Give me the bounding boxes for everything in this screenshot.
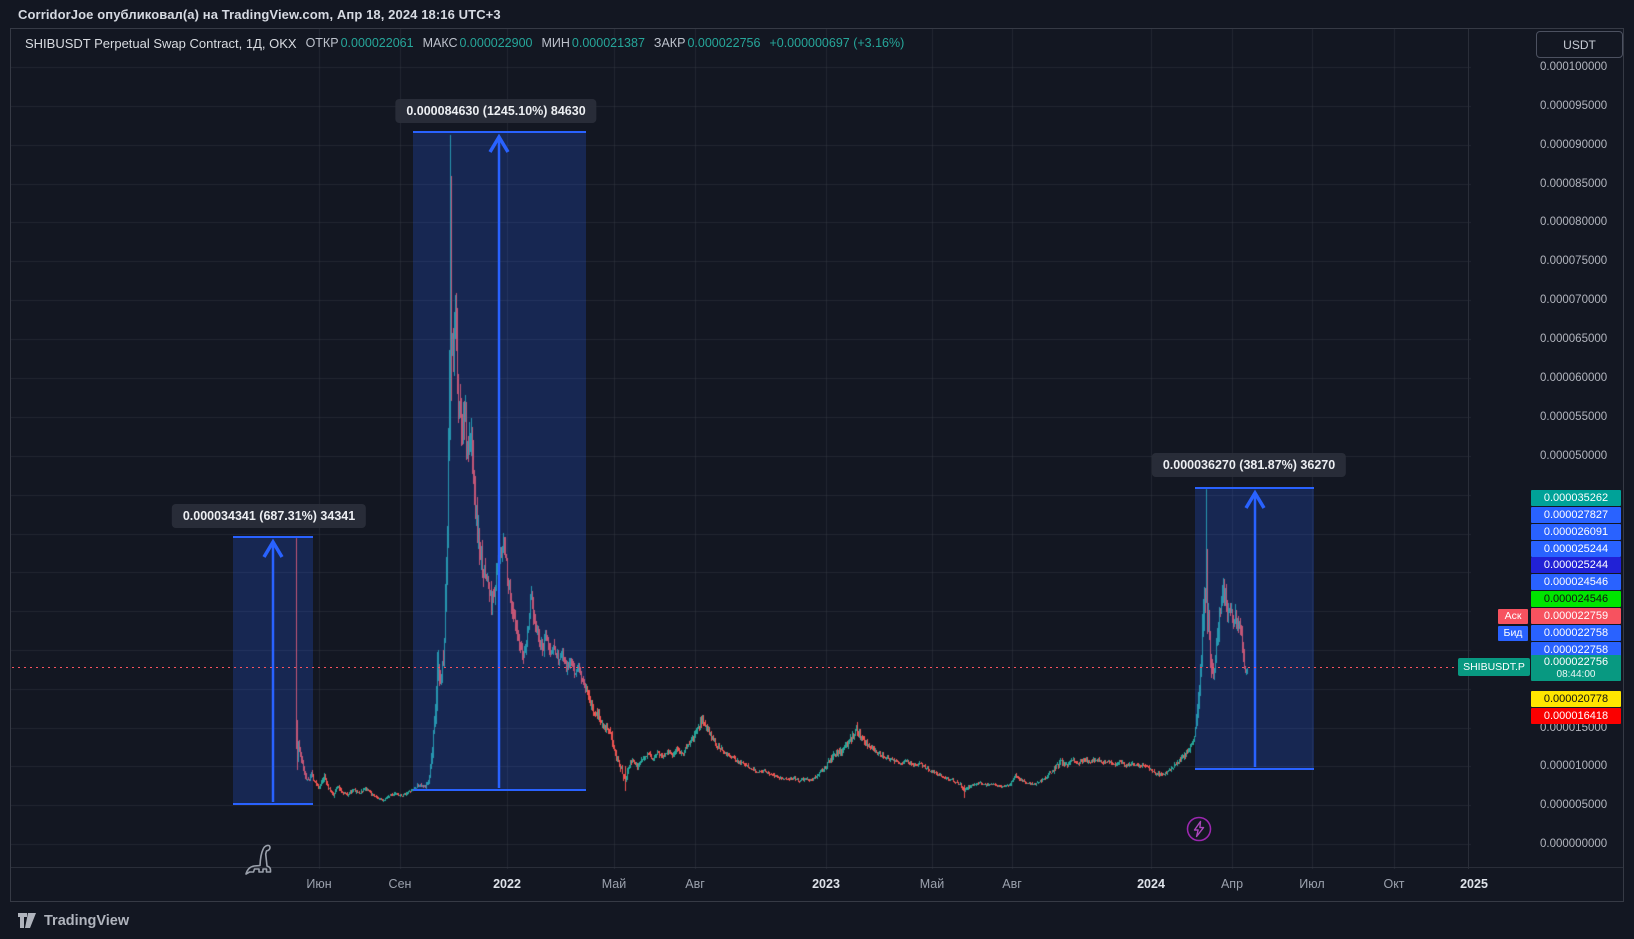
bar-countdown: 08:44:00: [1556, 669, 1596, 680]
chart-widget: SHIBUSDT Perpetual Swap Contract, 1Д, OK…: [10, 28, 1624, 902]
time-axis[interactable]: Июн Сен 2022 Май Авг 2023 Май Авг 2024 Апр Июл Окт 2…: [11, 867, 1623, 901]
alert-price-label[interactable]: 0.000035262: [1531, 490, 1621, 506]
price-tick-label: 0.000005000: [1540, 799, 1608, 811]
alert-price-label[interactable]: 0.000022758: [1531, 625, 1621, 641]
close-field: ЗАКР 0.000022756: [653, 36, 761, 50]
range-top-line: [413, 131, 586, 133]
alert-price-label[interactable]: 0.000020778: [1531, 691, 1621, 707]
currency-toggle-button[interactable]: USDT: [1536, 31, 1623, 58]
low-field: МИН 0.000021387: [541, 36, 645, 50]
range-arrow-icon: [262, 538, 284, 802]
time-tick-label: Окт: [1383, 877, 1405, 891]
tradingview-logo-text: TradingView: [44, 912, 130, 929]
price-tick-label: 0.000015000: [1540, 722, 1608, 734]
price-tick-label: 0.000060000: [1540, 372, 1608, 384]
time-tick-label: 2024: [1137, 877, 1165, 891]
price-tick-label: 0.000080000: [1540, 216, 1608, 228]
alert-price-label[interactable]: 0.000026091: [1531, 524, 1621, 540]
price-range-measurement[interactable]: [413, 131, 586, 791]
price-scale[interactable]: USDT 0.000100000 0.000095000 0.000090000 0.…: [1458, 29, 1623, 869]
range-arrow-icon: [1244, 489, 1266, 767]
price-tick-label: 0.000070000: [1540, 294, 1608, 306]
attribution-bar: TradingView: [0, 902, 1634, 939]
range-bottom-line: [413, 789, 586, 791]
chart-pane[interactable]: 0.000034341 (687.31%) 34341 0.000084630 …: [11, 29, 1471, 875]
dino-sticker-icon[interactable]: [243, 843, 275, 882]
price-tick-label: 0.000000000: [1540, 838, 1608, 850]
time-tick-label: Авг: [1002, 877, 1022, 891]
symbol-title[interactable]: SHIBUSDT Perpetual Swap Contract, 1Д, OK…: [25, 35, 297, 51]
price-tick-label: 0.000010000: [1540, 760, 1608, 772]
range-top-line: [233, 536, 313, 538]
measurement-tooltip: 0.000084630 (1245.10%) 84630: [395, 99, 597, 123]
order-side-tag[interactable]: Аск: [1498, 608, 1528, 624]
high-field: МАКС 0.000022900: [422, 36, 533, 50]
time-tick-label: 2025: [1460, 877, 1488, 891]
time-tick-label: 2022: [493, 877, 521, 891]
social-bar: CorridorJoe опубликовал(а) на TradingVie…: [0, 0, 1634, 28]
open-field: ОТКР 0.000022061: [305, 36, 414, 50]
flash-sticker-icon[interactable]: [1185, 815, 1213, 848]
price-range-measurement[interactable]: [1195, 487, 1314, 770]
time-tick-label: Апр: [1220, 877, 1244, 891]
range-bottom-line: [1195, 768, 1314, 770]
alert-price-label[interactable]: 0.000022759: [1531, 608, 1621, 624]
range-arrow-icon: [488, 133, 510, 788]
alert-price-label[interactable]: 0.000022758: [1531, 642, 1621, 658]
tradingview-logo[interactable]: TradingView: [18, 912, 130, 929]
measurement-tooltip: 0.000036270 (381.87%) 36270: [1151, 453, 1347, 477]
price-tick-label: 0.000095000: [1540, 100, 1608, 112]
price-range-measurement[interactable]: [233, 536, 313, 805]
range-top-line: [1195, 487, 1314, 489]
time-tick-label: Май: [919, 877, 945, 891]
time-tick-label: Май: [601, 877, 627, 891]
time-tick-label: Июн: [306, 877, 332, 891]
alert-price-label[interactable]: 0.000025244: [1531, 541, 1621, 557]
time-tick-label: Июл: [1299, 877, 1325, 891]
alert-price-label[interactable]: 0.000016418: [1531, 708, 1621, 724]
alert-price-label[interactable]: 0.000024546: [1531, 574, 1621, 590]
price-tick-label: 0.000055000: [1540, 411, 1608, 423]
price-tick-label: 0.000085000: [1540, 178, 1608, 190]
candles-canvas[interactable]: [11, 29, 1471, 869]
current-price-value: 0.000022756: [1543, 656, 1609, 668]
social-text: CorridorJoe опубликовал(а) на TradingVie…: [18, 6, 501, 22]
price-tick-label: 0.000050000: [1540, 450, 1608, 462]
price-tick-label: 0.000065000: [1540, 333, 1608, 345]
symbol-price-tag: SHIBUSDT.P: [1458, 658, 1530, 676]
change-value: +0.000000697 (+3.16%): [769, 36, 905, 50]
price-tick-label: 0.000100000: [1540, 61, 1608, 73]
symbol-info-bar: SHIBUSDT Perpetual Swap Contract, 1Д, OK…: [11, 29, 1634, 57]
time-tick-label: Авг: [685, 877, 705, 891]
range-bottom-line: [233, 803, 313, 805]
measurement-tooltip: 0.000034341 (687.31%) 34341: [171, 504, 367, 528]
alert-price-label[interactable]: 0.000027827: [1531, 507, 1621, 523]
current-price-line: [12, 667, 1470, 668]
alert-price-label[interactable]: 0.000025244: [1531, 557, 1621, 573]
price-tick-label: 0.000075000: [1540, 255, 1608, 267]
alert-price-label[interactable]: 0.000024546: [1531, 591, 1621, 607]
current-price-label[interactable]: 0.000022756 08:44:00: [1531, 655, 1621, 681]
time-tick-label: Сен: [388, 877, 412, 891]
tradingview-logo-icon: [18, 912, 36, 928]
order-side-tag[interactable]: Бид: [1498, 625, 1528, 641]
price-tick-label: 0.000090000: [1540, 139, 1608, 151]
time-tick-label: 2023: [812, 877, 840, 891]
